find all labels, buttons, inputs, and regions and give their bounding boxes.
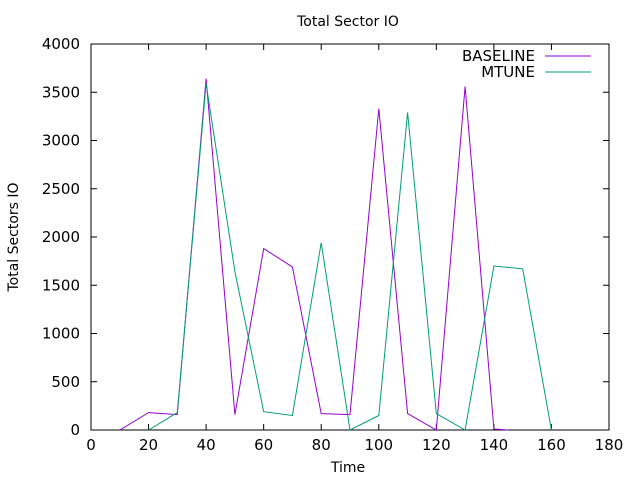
- legend-label-baseline: BASELINE: [462, 47, 535, 65]
- series-layer: [119, 78, 552, 431]
- legend-label-mtune: MTUNE: [481, 63, 535, 81]
- y-tick-label: 2500: [42, 180, 80, 198]
- x-tick-label: 180: [595, 436, 624, 454]
- axis-ticks: 0 20 40 60 80 100 120 140 160 180 0 500 1000 1500 2000…: [42, 35, 624, 454]
- x-tick-label: 80: [312, 436, 331, 454]
- y-tick-label: 0: [70, 421, 80, 439]
- x-tick-label: 0: [86, 436, 96, 454]
- y-tick-label: 500: [51, 373, 80, 391]
- y-tick-label: 3500: [42, 83, 80, 101]
- y-tick-label: 3000: [42, 132, 80, 150]
- y-tick-label: 1000: [42, 325, 80, 343]
- x-axis-label: Time: [330, 460, 365, 476]
- y-axis-label: Total Sectors IO: [6, 182, 22, 292]
- x-tick-label: 160: [537, 436, 566, 454]
- x-tick-label: 100: [364, 436, 393, 454]
- x-tick-label: 40: [197, 436, 216, 454]
- plot-area-border: [90, 43, 610, 431]
- x-tick-label: 140: [480, 436, 509, 454]
- chart-title: Total Sector IO: [296, 14, 399, 30]
- series-line-baseline: [119, 78, 509, 431]
- y-tick-label: 1500: [42, 276, 80, 294]
- y-tick-label: 4000: [42, 35, 80, 53]
- x-tick-label: 20: [139, 436, 158, 454]
- series-line-mtune: [148, 83, 552, 431]
- x-tick-label: 120: [422, 436, 451, 454]
- y-tick-label: 2000: [42, 228, 80, 246]
- x-tick-label: 60: [254, 436, 273, 454]
